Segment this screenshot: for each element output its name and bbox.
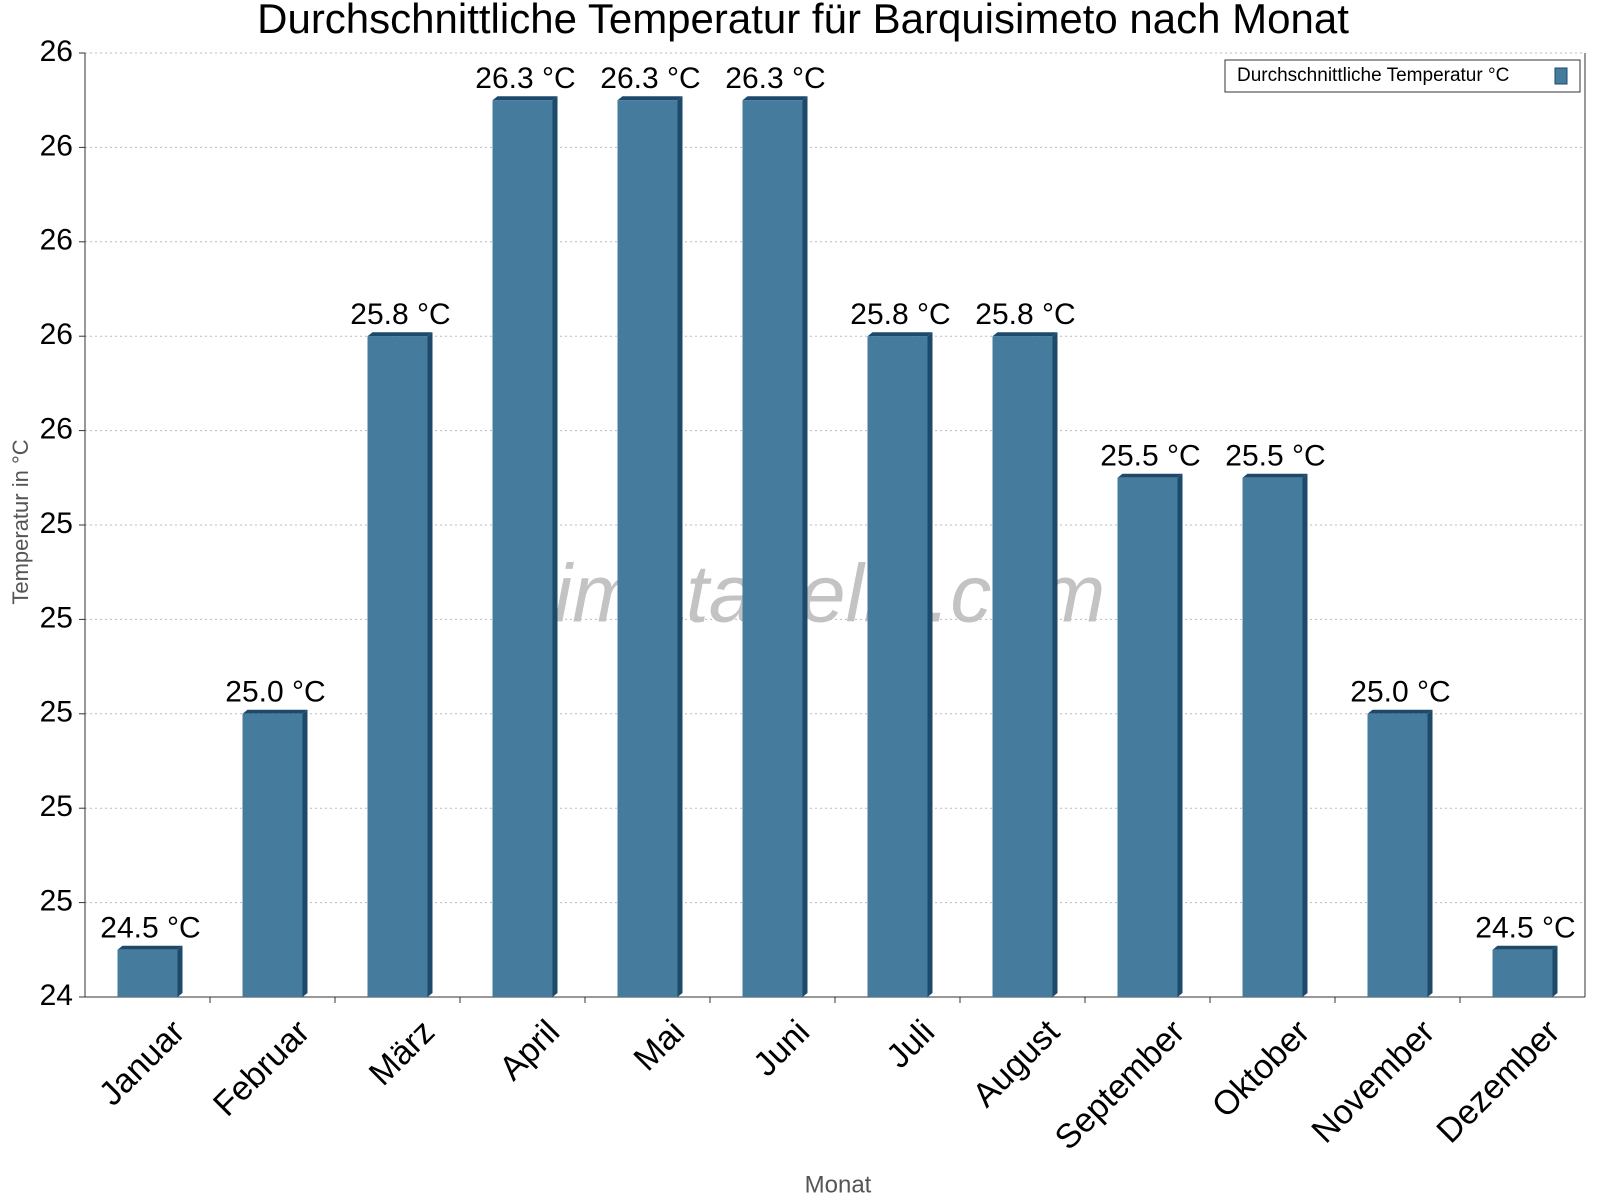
x-tick-label: August <box>965 1012 1067 1114</box>
bar <box>242 713 303 997</box>
bar <box>1117 477 1178 997</box>
data-label: 25.0 °C <box>1350 676 1450 709</box>
data-label: 24.5 °C <box>1475 912 1575 945</box>
bar-side <box>1052 332 1058 997</box>
bar-side <box>1427 709 1433 997</box>
bar-side <box>427 332 433 997</box>
bar-side <box>177 945 183 997</box>
x-tick-label: Juni <box>746 1013 817 1084</box>
bar <box>742 100 803 997</box>
bar-top <box>117 945 183 950</box>
bar <box>867 336 928 997</box>
x-tick-label: Januar <box>92 1013 192 1113</box>
x-tick-label: Mai <box>627 1013 693 1079</box>
bar-top <box>1492 945 1558 950</box>
bar-side <box>927 332 933 997</box>
bar-top <box>242 709 308 714</box>
data-label: 26.3 °C <box>600 62 700 95</box>
y-tick-label: 26 <box>40 224 73 257</box>
data-label: 25.0 °C <box>225 676 325 709</box>
data-label: 24.5 °C <box>100 912 200 945</box>
bar-top <box>1117 473 1183 478</box>
bar-side <box>302 709 308 997</box>
x-tick-label: September <box>1048 1013 1192 1157</box>
bar-side <box>1177 473 1183 997</box>
y-tick-label: 26 <box>40 129 73 162</box>
bar <box>1367 713 1428 997</box>
x-tick-label: November <box>1304 1013 1442 1151</box>
y-tick-label: 25 <box>40 507 73 540</box>
bar-side <box>1302 473 1308 997</box>
x-tick-label: Oktober <box>1205 1013 1317 1125</box>
x-tick-label: April <box>492 1013 567 1088</box>
x-tick-label: Februar <box>206 1013 317 1124</box>
legend-swatch <box>1554 67 1568 85</box>
bar <box>992 336 1053 997</box>
bar <box>617 100 678 997</box>
x-tick-label: März <box>362 1013 442 1093</box>
data-label: 25.5 °C <box>1100 440 1200 473</box>
data-label: 25.5 °C <box>1225 440 1325 473</box>
bar <box>367 336 428 997</box>
bar <box>492 100 553 997</box>
bar <box>117 949 178 997</box>
x-tick-label: Juli <box>879 1013 942 1076</box>
bar-top <box>1242 473 1308 478</box>
data-label: 26.3 °C <box>475 62 575 95</box>
data-label: 25.8 °C <box>850 298 950 331</box>
bar-side <box>677 96 683 997</box>
y-tick-label: 25 <box>40 696 73 729</box>
chart-title: Durchschnittliche Temperatur für Barquis… <box>257 0 1349 42</box>
bar <box>1242 477 1303 997</box>
y-tick-label: 25 <box>40 885 73 918</box>
bar-top <box>867 332 933 337</box>
y-tick-label: 26 <box>40 35 73 68</box>
bar-side <box>1552 945 1558 997</box>
bar <box>1492 949 1553 997</box>
bar-top <box>367 332 433 337</box>
y-tick-label: 25 <box>40 790 73 823</box>
y-tick-label: 25 <box>40 601 73 634</box>
bar-side <box>802 96 808 997</box>
bar-top <box>742 96 808 101</box>
bar-side <box>552 96 558 997</box>
y-tick-label: 26 <box>40 413 73 446</box>
y-tick-label: 24 <box>40 979 73 1012</box>
legend-box <box>1224 59 1581 93</box>
bar-top <box>992 332 1058 337</box>
x-tick-label: Dezember <box>1429 1013 1567 1151</box>
bar-top <box>492 96 558 101</box>
bar-top <box>1367 709 1433 714</box>
data-label: 25.8 °C <box>350 298 450 331</box>
legend-label: Durchschnittliche Temperatur °C <box>1237 65 1509 86</box>
data-label: 25.8 °C <box>975 298 1075 331</box>
y-axis-title: Temperatur in °C <box>8 439 33 604</box>
x-axis-title: Monat <box>805 1171 872 1198</box>
bar-top <box>617 96 683 101</box>
data-label: 26.3 °C <box>725 62 825 95</box>
y-tick-label: 26 <box>40 318 73 351</box>
